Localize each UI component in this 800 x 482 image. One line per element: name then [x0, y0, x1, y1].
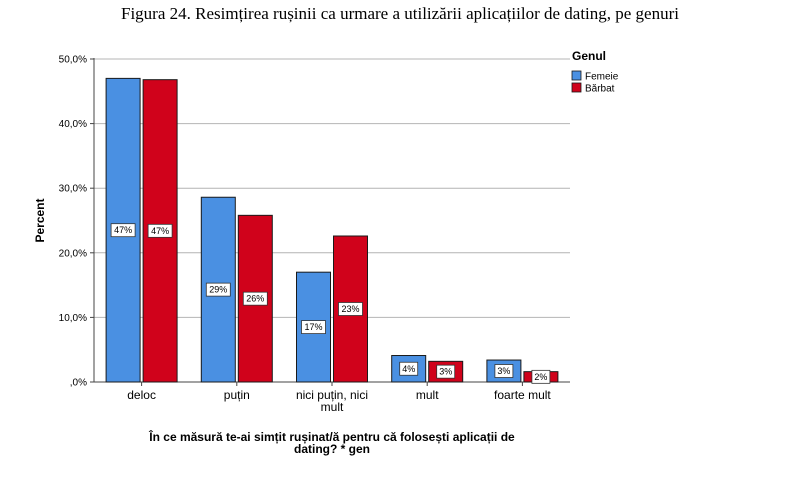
y-tick-label: ,0%	[70, 378, 87, 389]
data-label-box	[494, 364, 514, 378]
grid-lines	[94, 58, 570, 318]
data-label: 23%	[341, 304, 359, 314]
data-label: 3%	[439, 367, 452, 377]
x-axis-label: În ce măsură te-ai simțit rușinat/ă pent…	[148, 429, 515, 444]
x-tick-label: mult	[321, 400, 344, 414]
data-label-box	[399, 361, 419, 376]
x-tick-label: puțin	[224, 388, 250, 402]
data-label: 47%	[151, 226, 169, 236]
x-tick-label: foarte mult	[494, 388, 551, 402]
y-tick-label: 30,0%	[59, 184, 87, 195]
data-label-box	[110, 223, 136, 238]
data-label: 29%	[209, 285, 227, 295]
data-labels: 47% 47% 29% 26% 17% 23% 4% 3% 3% 2%	[110, 223, 551, 384]
figure-caption: Figura 24. Resimțirea rușinii ca urmare …	[121, 4, 679, 23]
data-label: 4%	[402, 364, 415, 374]
data-label-box	[436, 364, 456, 379]
y-tick-label: 10,0%	[59, 313, 87, 324]
data-label-box	[205, 282, 231, 297]
data-label-box	[301, 320, 326, 334]
y-tick-label: 20,0%	[59, 248, 87, 259]
y-tick-label: 40,0%	[59, 119, 87, 130]
legend-swatch	[571, 70, 582, 81]
y-axis-label: Percent	[33, 198, 47, 242]
data-label: 47%	[114, 225, 132, 235]
y-tick-label: 50,0%	[59, 55, 87, 66]
data-label-box	[147, 223, 173, 238]
legend-swatch	[571, 82, 582, 93]
x-tick-label: mult	[416, 388, 439, 402]
data-label-box	[242, 291, 268, 306]
data-label: 2%	[534, 372, 547, 382]
data-label: 26%	[246, 294, 264, 304]
data-label: 3%	[497, 366, 510, 376]
legend-title: Genul	[572, 49, 606, 63]
data-label-box	[338, 302, 363, 316]
data-label-box	[531, 369, 551, 384]
legend-label: Bărbat	[585, 84, 615, 95]
x-tick-label: nici puțin, nici	[296, 388, 368, 402]
legend-label: Femeie	[585, 72, 619, 83]
x-axis-label: dating? * gen	[294, 442, 370, 456]
data-label: 17%	[304, 322, 322, 332]
x-tick-label: deloc	[127, 388, 156, 402]
